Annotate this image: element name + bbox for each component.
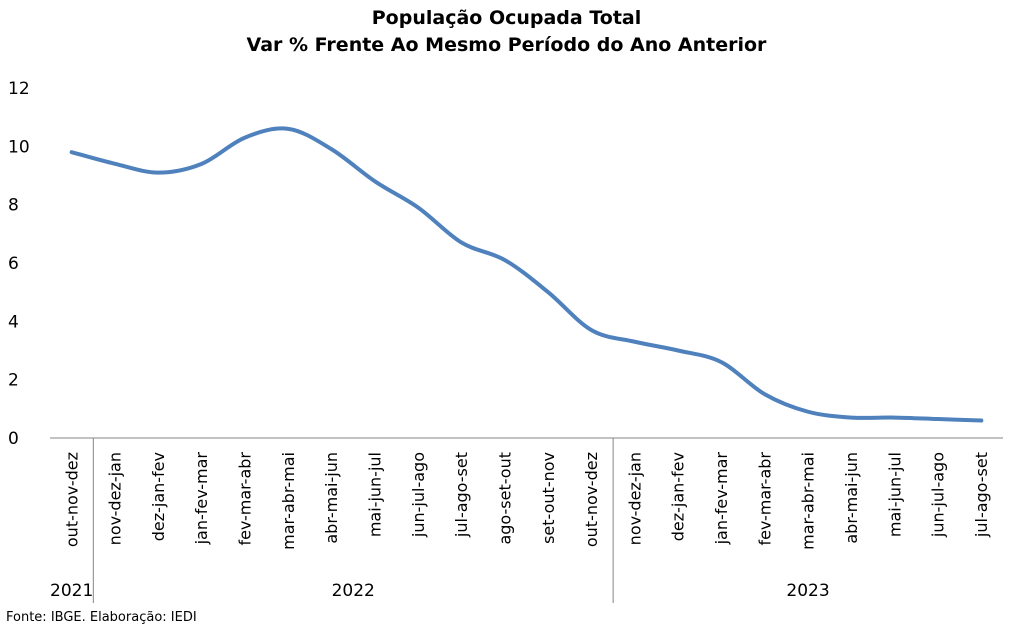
x-tick-label: set-out-nov (539, 452, 558, 544)
x-tick-label: nov-dez-jan (625, 452, 644, 545)
y-tick-label: 4 (8, 312, 19, 332)
x-tick-label: mai-jun-jul (365, 452, 384, 537)
series-line (69, 126, 984, 423)
year-label: 2022 (332, 581, 375, 601)
x-tick-label: abr-mai-jun (842, 452, 861, 544)
x-tick-label: fev-mar-abr (755, 452, 774, 546)
y-tick-label: 8 (8, 196, 19, 216)
chart-subtitle: Var % Frente Ao Mesmo Período do Ano Ant… (246, 34, 767, 56)
x-tick-label: fev-mar-abr (236, 452, 255, 546)
x-tick-label: mar-abr-mai (279, 452, 298, 550)
chart-title: População Ocupada Total (371, 7, 642, 29)
x-tick-label: ago-set-out (495, 452, 514, 545)
x-tick-label: jan-fev-mar (712, 452, 731, 546)
y-tick-label: 0 (8, 429, 19, 449)
y-tick-label: 10 (8, 137, 30, 157)
x-tick-label: out-nov-dez (62, 452, 81, 547)
x-tick-label: jan-fev-mar (192, 452, 211, 546)
year-label: 2023 (786, 581, 829, 601)
x-tick-label: dez-jan-fev (149, 452, 168, 541)
y-tick-label: 2 (8, 371, 19, 391)
x-tick-label: mai-jun-jul (885, 452, 904, 537)
year-label: 2021 (50, 581, 93, 601)
y-tick-label: 12 (8, 79, 30, 99)
x-tick-label: nov-dez-jan (106, 452, 125, 545)
y-tick-label: 6 (8, 254, 19, 274)
x-tick-label: mar-abr-mai (799, 452, 818, 550)
x-tick-label: abr-mai-jun (322, 452, 341, 544)
x-tick-label: jun-jul-ago (929, 452, 948, 538)
x-tick-label: dez-jan-fev (669, 452, 688, 541)
x-tick-label: out-nov-dez (582, 452, 601, 547)
x-tick-label: jun-jul-ago (409, 452, 428, 538)
x-tick-label: jul-ago-set (972, 452, 991, 538)
source-note: Fonte: IBGE. Elaboração: IEDI (6, 610, 197, 625)
x-tick-label: jul-ago-set (452, 452, 471, 538)
